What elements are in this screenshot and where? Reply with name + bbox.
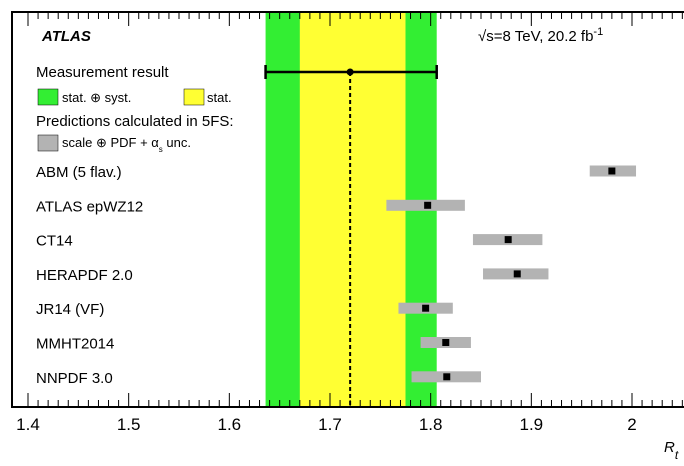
prediction-label: ATLAS epWZ12 bbox=[36, 198, 143, 215]
prediction-label: JR14 (VF) bbox=[36, 301, 104, 318]
legend-stat-label: stat. bbox=[207, 90, 232, 105]
prediction-row: MMHT2014 bbox=[36, 336, 471, 353]
legend-total-label: stat. ⊕ syst. bbox=[62, 90, 131, 105]
energy-lumi-sup: -1 bbox=[593, 26, 603, 38]
legend-measurement-label: Measurement result bbox=[36, 64, 169, 81]
energy-lumi-text: √s=8 TeV, 20.2 fb bbox=[478, 28, 593, 45]
energy-lumi-label: √s=8 TeV, 20.2 fb-1 bbox=[478, 26, 603, 45]
x-tick-label: 2 bbox=[627, 415, 636, 434]
prediction-label: HERAPDF 2.0 bbox=[36, 267, 133, 284]
x-axis-label-main: R bbox=[664, 439, 675, 456]
legend-unc-text: scale ⊕ PDF + α bbox=[62, 135, 159, 150]
legend-prediction-label: scale ⊕ PDF + αs unc. bbox=[62, 135, 191, 154]
prediction-row: NNPDF 3.0 bbox=[36, 370, 481, 387]
prediction-row: HERAPDF 2.0 bbox=[36, 267, 549, 284]
predictions: ABM (5 flav.) ATLAS epWZ12 CT14 HERAPDF 2.0… bbox=[36, 164, 637, 387]
prediction-label: MMHT2014 bbox=[36, 336, 114, 353]
x-axis-label: Rt bbox=[664, 439, 679, 462]
prediction-central-marker bbox=[443, 373, 451, 381]
x-axis-ticks bbox=[27, 12, 683, 407]
measurement-point bbox=[346, 68, 354, 76]
legend-unc-suffix: unc. bbox=[163, 135, 191, 150]
prediction-row: ABM (5 flav.) bbox=[36, 164, 637, 181]
x-tick-label: 1.6 bbox=[218, 415, 242, 434]
legend-prediction-swatch bbox=[37, 134, 59, 152]
x-axis-label-sub: t bbox=[675, 448, 679, 462]
x-tick-label: 1.8 bbox=[419, 415, 443, 434]
prediction-central-marker bbox=[442, 339, 450, 346]
prediction-central-marker bbox=[504, 236, 512, 244]
x-tick-label: 1.9 bbox=[520, 415, 544, 434]
prediction-central-marker bbox=[422, 304, 430, 312]
legend: Measurement result stat. ⊕ syst. stat. P… bbox=[36, 64, 234, 154]
prediction-row: JR14 (VF) bbox=[36, 301, 453, 318]
plot-frame bbox=[11, 11, 684, 408]
legend-total-swatch bbox=[37, 88, 59, 106]
legend-stat-swatch bbox=[183, 88, 205, 106]
prediction-label: NNPDF 3.0 bbox=[36, 370, 113, 387]
x-tick-label: 1.5 bbox=[117, 415, 141, 434]
prediction-row: CT14 bbox=[36, 233, 543, 250]
prediction-row: ATLAS epWZ12 bbox=[36, 198, 465, 215]
prediction-central-marker bbox=[424, 201, 432, 209]
prediction-central-marker bbox=[513, 270, 521, 278]
legend-predictions-label: Predictions calculated in 5FS: bbox=[36, 113, 234, 130]
prediction-label: ABM (5 flav.) bbox=[36, 164, 122, 181]
x-tick-labels: 1.4 1.5 1.6 1.7 1.8 1.9 2 bbox=[16, 415, 637, 434]
prediction-label: CT14 bbox=[36, 233, 73, 250]
legend-unc-sub: s bbox=[159, 145, 163, 154]
measurement-errorbar bbox=[264, 65, 438, 79]
prediction-central-marker bbox=[608, 167, 616, 175]
x-tick-label: 1.4 bbox=[16, 415, 40, 434]
atlas-label: ATLAS bbox=[41, 28, 91, 45]
x-tick-label: 1.7 bbox=[318, 415, 342, 434]
